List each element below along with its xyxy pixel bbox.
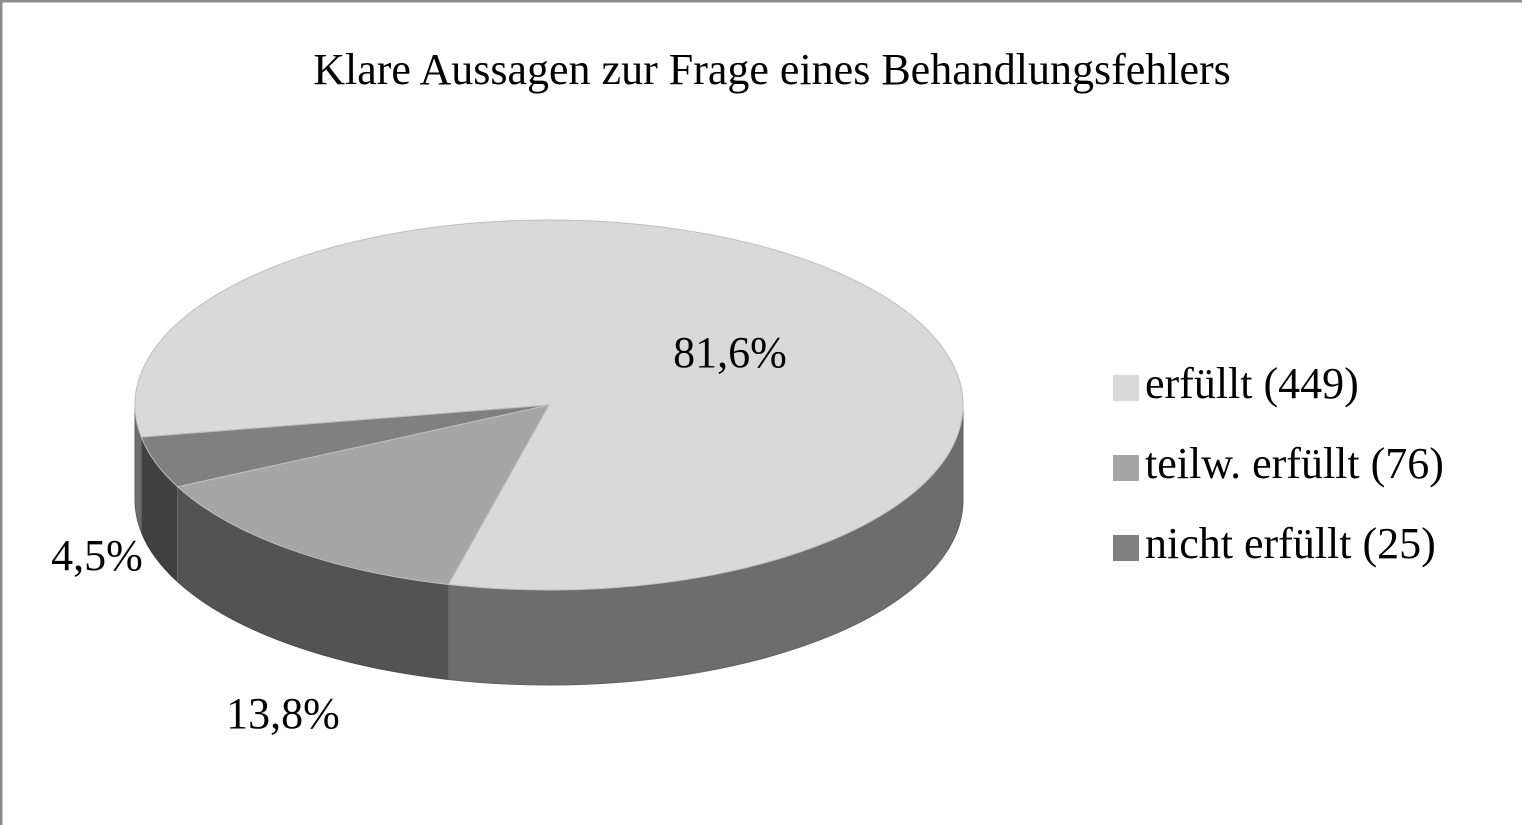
pie-slice [176, 404, 550, 585]
pie-slice [134, 219, 964, 591]
legend-swatch [1113, 455, 1139, 481]
legend-swatch [1113, 535, 1139, 561]
legend-label: teilw. erfüllt (76) [1145, 439, 1444, 488]
chart-title: Klare Aussagen zur Frage eines Behandlun… [313, 45, 1231, 94]
legend-label: erfüllt (449) [1145, 359, 1359, 408]
legend-swatch [1113, 375, 1139, 401]
legend: erfüllt (449) teilw. erfüllt (76) nicht er… [1113, 359, 1444, 568]
data-label: 13,8% [226, 689, 340, 738]
pie: 81,6% 13,8% 4,5% [51, 219, 964, 738]
pie-slice [140, 404, 550, 488]
data-label: 81,6% [673, 328, 787, 377]
data-label: 4,5% [51, 531, 143, 580]
legend-label: nicht erfüllt (25) [1145, 519, 1436, 568]
